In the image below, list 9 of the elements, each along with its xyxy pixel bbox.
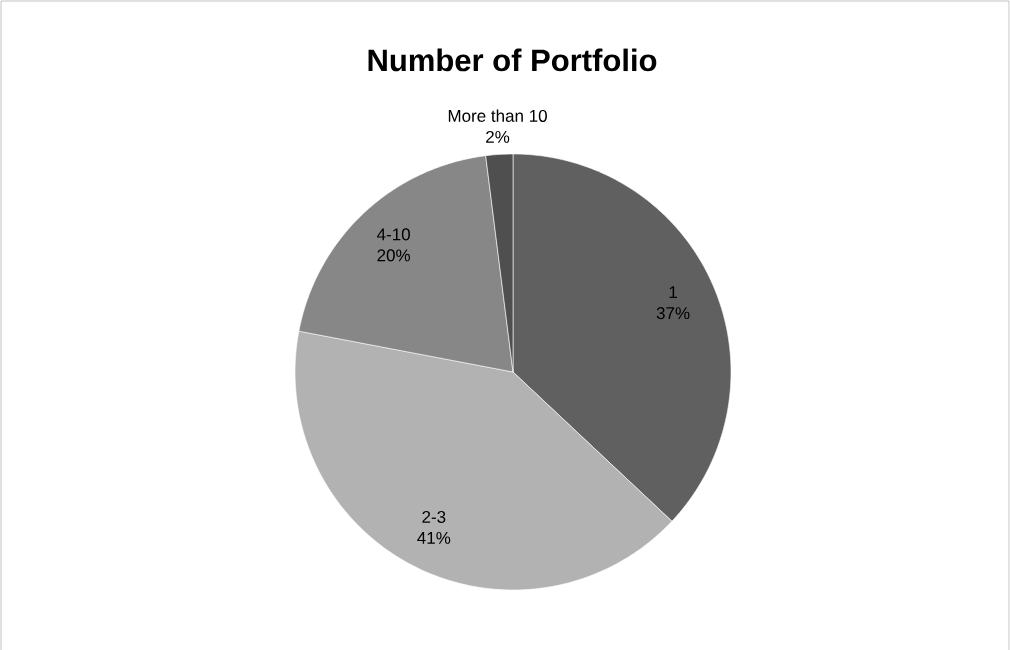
slice-label: 1 [669, 286, 677, 298]
slice-label: 2-3 [422, 510, 446, 523]
data-label: 41% [417, 531, 451, 544]
slice-label: More than 10 [448, 109, 547, 122]
chart-title: Number of Portfolio [368, 48, 657, 72]
slice-label: 4-10 [377, 228, 410, 241]
data-label: 2% [486, 130, 510, 143]
data-label: 37% [656, 306, 690, 319]
data-label: 20% [377, 249, 411, 262]
